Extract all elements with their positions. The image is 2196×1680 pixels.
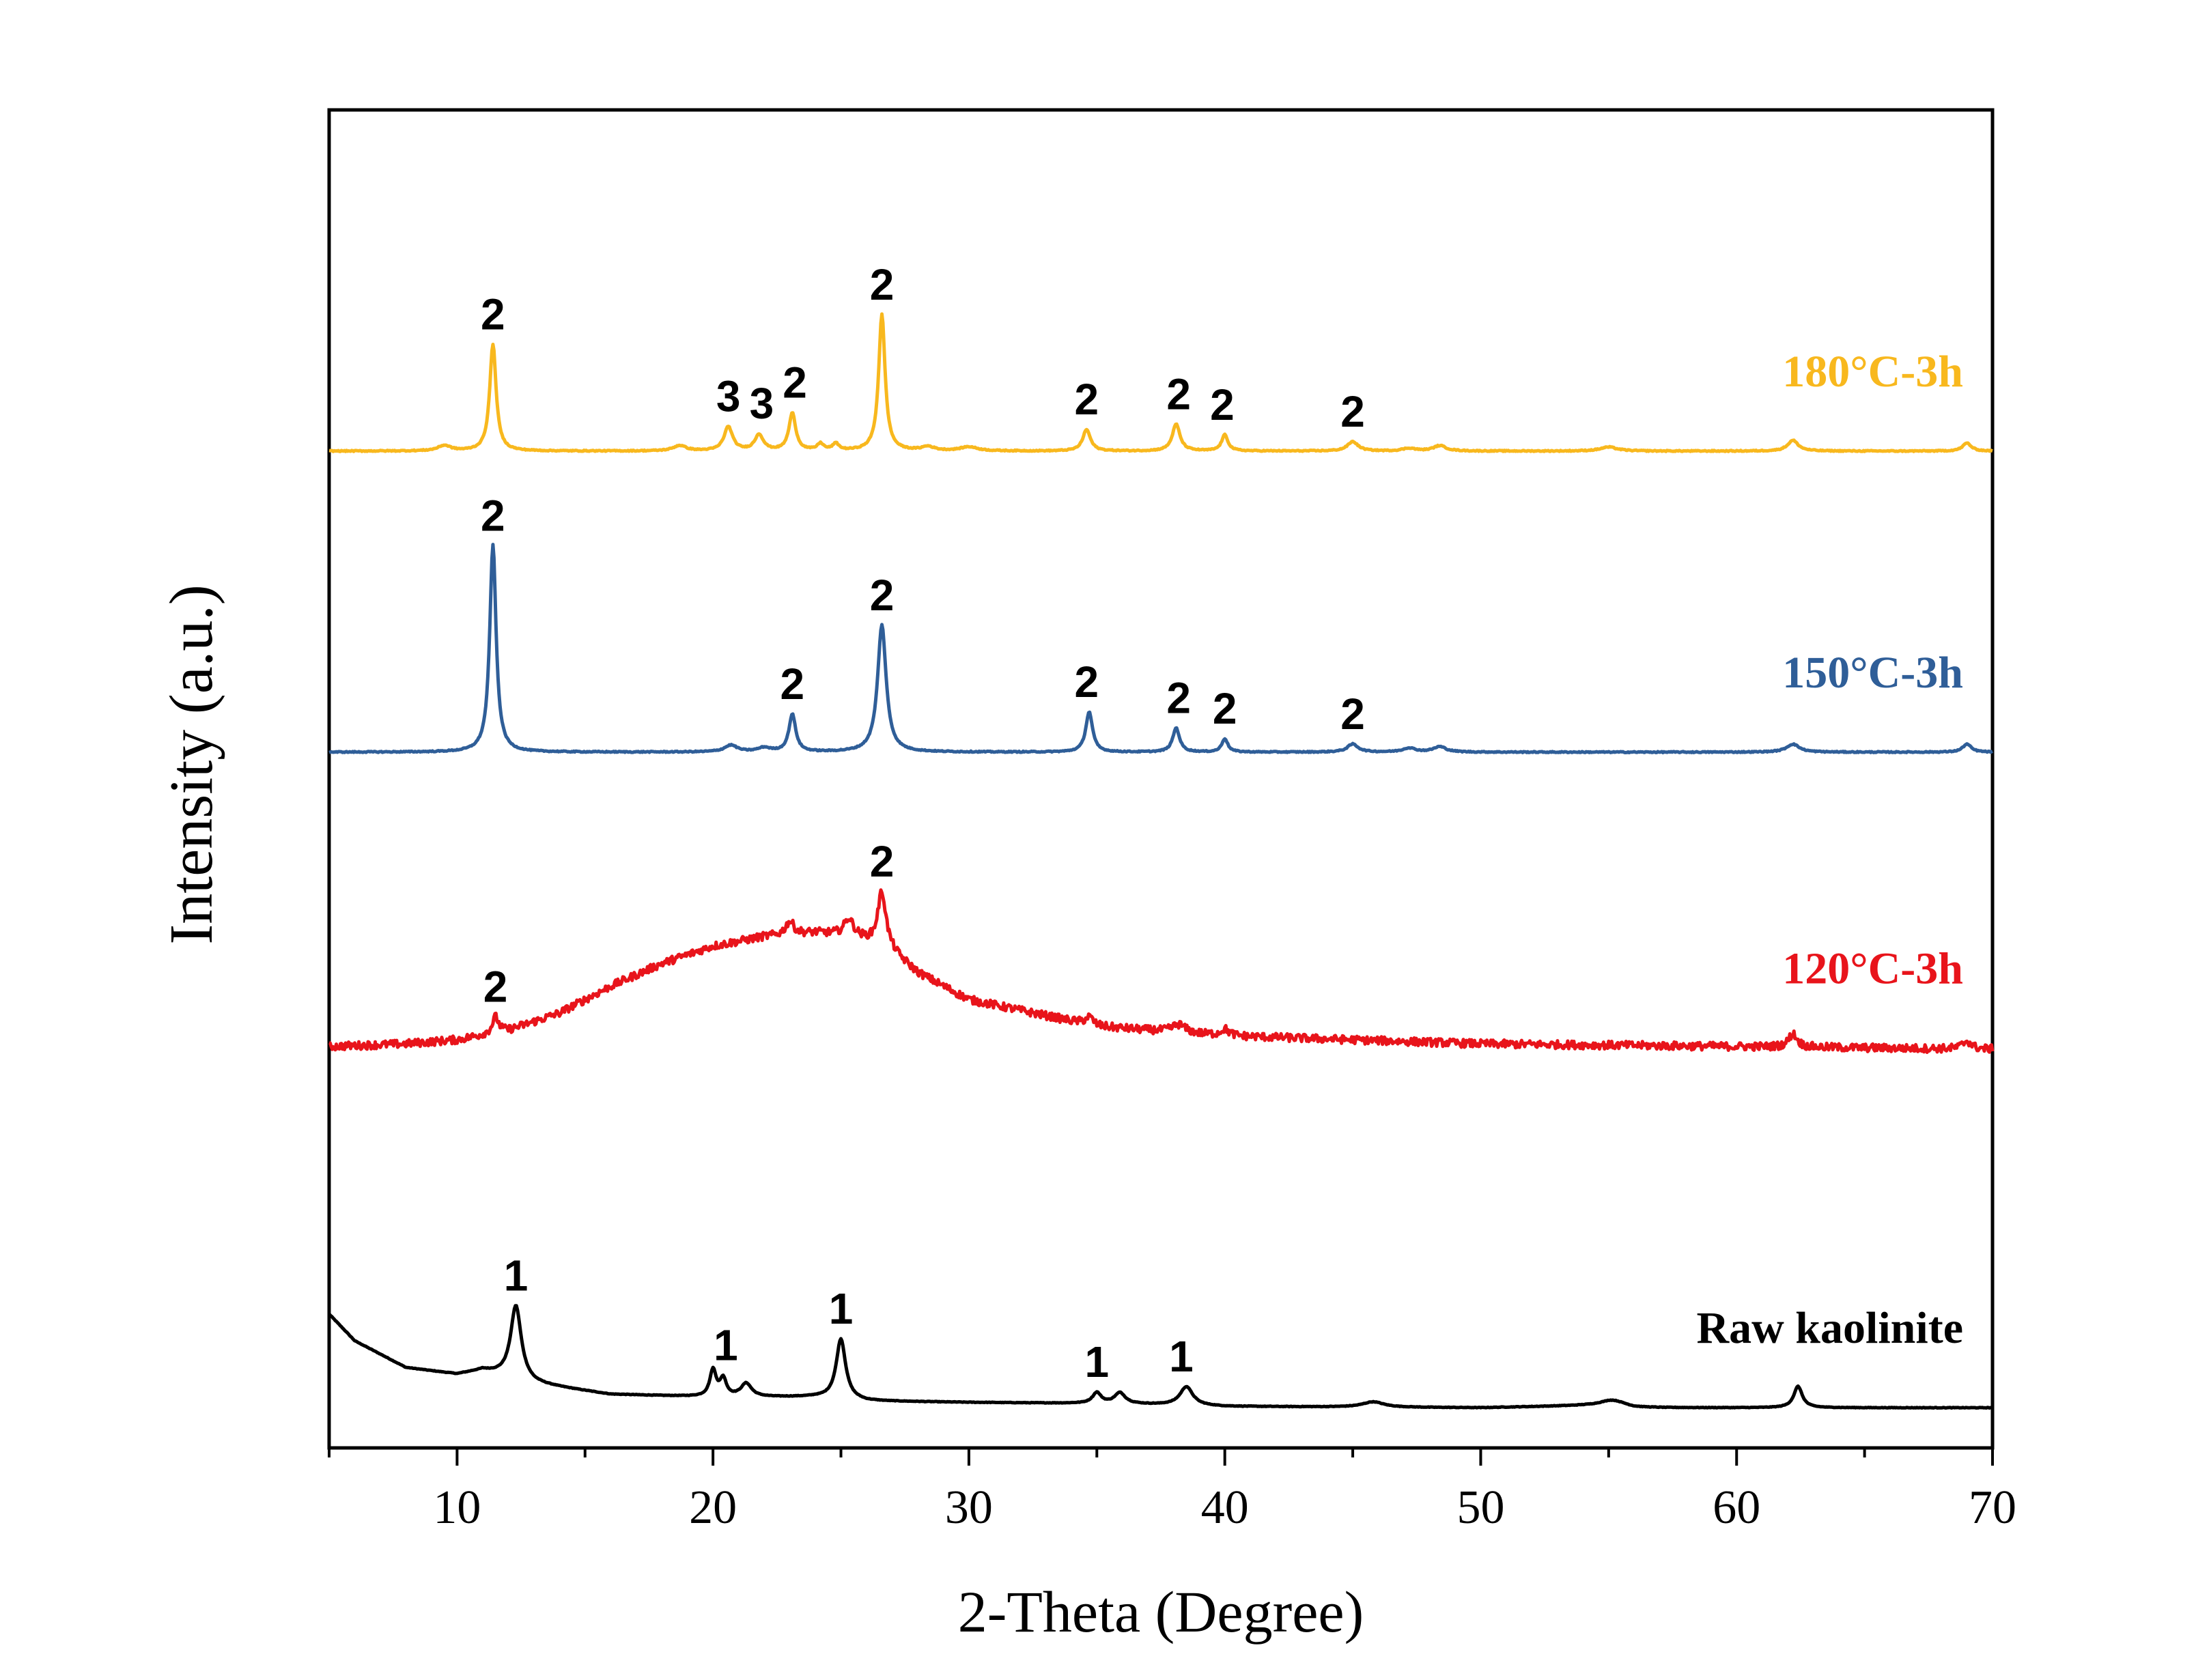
peak-label: 2 <box>870 260 895 309</box>
peak-label: 2 <box>1210 380 1235 429</box>
series-name-180-c-3h: 180°C-3h <box>1782 347 1963 397</box>
x-major-ticks <box>455 1448 1994 1466</box>
series-name-raw-kaolinite: Raw kaolinite <box>1696 1303 1963 1353</box>
peak-label: 1 <box>1169 1332 1194 1381</box>
x-minor-ticks <box>328 1448 1866 1457</box>
x-tick-label: 40 <box>1201 1481 1249 1534</box>
peak-label: 2 <box>1166 369 1191 418</box>
peak-label: 2 <box>1075 375 1099 424</box>
peak-label: 3 <box>716 371 741 421</box>
x-tick-label: 60 <box>1713 1481 1760 1534</box>
peak-label: 2 <box>780 659 805 709</box>
series-name-120-c-3h: 120°C-3h <box>1782 943 1963 993</box>
peak-label: 1 <box>504 1251 529 1300</box>
series-line-120-c-3h <box>328 888 1995 1054</box>
x-tick-label: 20 <box>689 1481 737 1534</box>
peak-label: 2 <box>481 289 505 339</box>
peak-label: 2 <box>483 962 508 1011</box>
x-axis-label: 2-Theta (Degree) <box>958 1579 1364 1645</box>
peak-label: 1 <box>829 1284 854 1333</box>
x-tick-label: 30 <box>945 1481 993 1534</box>
x-tick-labels: 10 20 30 40 50 60 70 <box>433 1481 2016 1534</box>
peak-label: 3 <box>750 379 774 428</box>
peak-label: 2 <box>1166 673 1191 722</box>
peak-label: 2 <box>1340 689 1365 739</box>
peak-label: 1 <box>714 1320 738 1369</box>
series-line-raw-kaolinite <box>328 1304 1993 1410</box>
peak-label: 2 <box>481 491 505 540</box>
series-name-150-c-3h: 150°C-3h <box>1782 648 1963 698</box>
peak-label: 2 <box>870 571 895 620</box>
series-names: Raw kaolinite 120°C-3h 150°C-3h 180°C-3h <box>1696 347 1963 1353</box>
peak-label: 1 <box>1085 1337 1110 1386</box>
series-line-180-c-3h <box>328 312 1993 453</box>
y-axis-label: Intensity (a.u.) <box>158 584 225 944</box>
series-line-150-c-3h <box>328 543 1993 754</box>
peak-label: 2 <box>1213 684 1237 733</box>
x-tick-label: 50 <box>1456 1481 1504 1534</box>
x-tick-label: 70 <box>1969 1481 2016 1534</box>
peak-label: 2 <box>1075 657 1099 707</box>
peak-label: 2 <box>870 837 895 886</box>
x-tick-label: 10 <box>433 1481 481 1534</box>
peak-label: 2 <box>1340 387 1365 436</box>
series-layer <box>328 312 1995 1410</box>
peak-label: 2 <box>783 358 807 408</box>
plot-frame <box>327 108 1995 1450</box>
